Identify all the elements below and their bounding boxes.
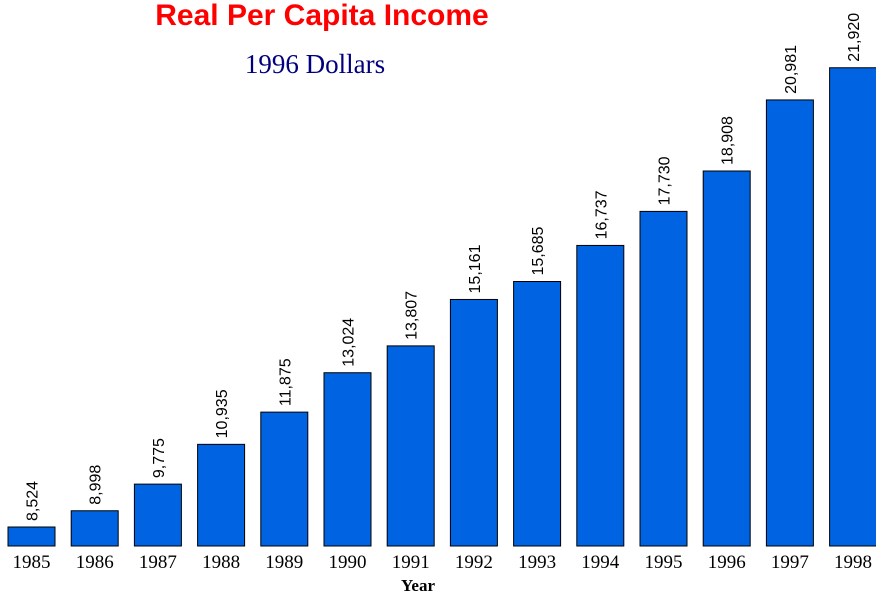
x-tick-label: 1992 [455,552,493,573]
bar [133,483,182,547]
bar [7,526,56,547]
value-label: 21,920 [846,13,863,62]
value-label: 18,908 [720,116,737,165]
value-label: 20,981 [783,45,800,94]
bar [639,210,688,547]
x-tick-label: 1991 [392,552,430,573]
bar [386,345,435,547]
x-tick-label: 1993 [518,552,556,573]
value-label: 11,875 [277,358,294,406]
value-label: 16,737 [593,190,610,239]
x-tick-label: 1995 [645,552,683,573]
x-tick-label: 1997 [771,552,809,573]
bar [323,372,372,547]
value-label: 8,998 [88,465,105,505]
bar [70,510,119,547]
x-tick-label: 1985 [13,552,51,573]
bar [765,99,814,547]
x-tick-label: 1998 [834,552,872,573]
x-axis-label: Year [401,576,435,595]
bar [449,298,498,547]
bar [513,281,562,547]
x-tick-label: 1996 [708,552,746,573]
bar [702,170,751,547]
value-label: 13,807 [404,291,421,340]
chart-subtitle: 1996 Dollars [245,49,385,79]
bar [197,443,246,547]
bar [260,411,309,547]
x-tick-label: 1988 [202,552,240,573]
value-label: 17,730 [657,156,674,205]
value-label: 13,024 [341,318,358,367]
bar [576,244,625,547]
value-label: 10,935 [214,389,231,438]
value-label: 15,685 [530,226,547,275]
x-tick-label: 1990 [329,552,367,573]
chart-title: Real Per Capita Income [155,0,488,32]
value-label: 15,161 [467,244,484,293]
bar [829,67,876,547]
value-label: 9,775 [151,438,168,478]
x-tick-label: 1986 [76,552,114,573]
x-tick-label: 1987 [139,552,177,573]
x-tick-label: 1989 [265,552,303,573]
value-label: 8,524 [25,481,42,521]
x-tick-label: 1994 [581,552,620,573]
